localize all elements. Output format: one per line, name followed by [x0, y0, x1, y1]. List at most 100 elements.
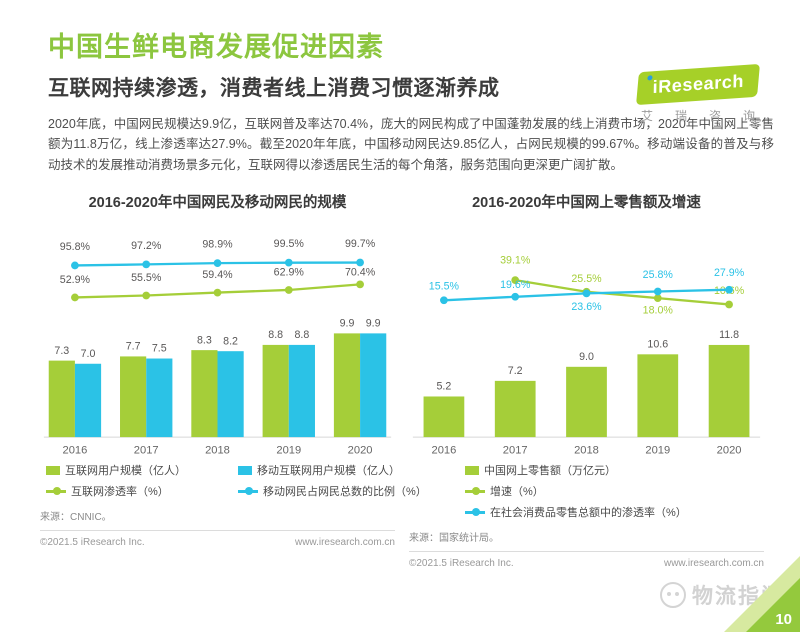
- netizens-chart-legend: 互联网用户规模（亿人） 移动互联网用户规模（亿人） 互联网渗透率（%） 移动网民占网民…: [46, 462, 427, 499]
- netizens-chart-canvas: 2016 2017 2018 2019 2020 7.3 7.7 8.3 8.8 9.9 7.0 7.…: [43, 238, 392, 456]
- column-footer: ©2021.5 iResearch Inc. www.iresearch.com…: [40, 530, 395, 548]
- bar-value-label: 10.6: [647, 338, 668, 350]
- intro-paragraph: 2020年底，中国网民规模达9.9亿，互联网普及率达70.4%，庞大的网民构成了…: [48, 117, 774, 172]
- legend-swatch-line: [238, 487, 258, 496]
- legend-swatch-square: [46, 465, 60, 475]
- line-value-label: 62.9%: [274, 266, 305, 278]
- legend-item: 增速（%）: [465, 483, 764, 499]
- bar-value-label: 7.2: [508, 365, 523, 377]
- bar: [333, 333, 361, 437]
- legend-item: 移动网民占网民总数的比例（%）: [238, 483, 427, 499]
- line-point: [142, 260, 151, 269]
- x-axis-label: 2016: [432, 444, 457, 456]
- legend-label: 互联网用户规模（亿人）: [65, 465, 186, 478]
- line-point: [284, 258, 293, 267]
- line-value-label: 59.4%: [202, 269, 233, 281]
- x-axis-label: 2019: [645, 444, 670, 456]
- bar: [494, 380, 536, 437]
- logo-brand-chinese-char: 瑞: [674, 109, 687, 123]
- legend-swatch-line: [46, 487, 66, 496]
- netizens-chart-title: 2016-2020年中国网民及移动网民的规模: [88, 194, 347, 211]
- bar-value-label: 9.9: [340, 317, 355, 329]
- line-point: [142, 291, 151, 300]
- line-value-label: 18.0%: [643, 304, 674, 316]
- legend-swatch-square: [465, 465, 479, 475]
- logo-brand-chinese-char: 艾: [641, 109, 654, 123]
- line-value-label: 97.2%: [131, 240, 162, 252]
- line-value-label: 55.5%: [131, 272, 162, 284]
- legend-label: 互联网渗透率（%）: [71, 486, 169, 499]
- line-value-label: 25.5%: [571, 273, 602, 285]
- logo-brand-text: iResearch: [652, 70, 744, 98]
- source-note: 来源：国家统计局。: [409, 533, 499, 545]
- line-point: [653, 294, 662, 302]
- bar-value-label: 8.8: [268, 329, 283, 341]
- x-axis-label: 2016: [63, 444, 88, 456]
- x-axis-label: 2017: [134, 444, 159, 456]
- bar: [146, 358, 173, 437]
- legend-swatch-line: [465, 487, 485, 496]
- bar-value-label: 8.8: [294, 329, 309, 341]
- bar-value-label: 7.5: [152, 343, 167, 355]
- line-value-label: 23.6%: [571, 301, 602, 313]
- bar: [288, 344, 315, 437]
- trend-line: [515, 278, 730, 306]
- line-value-label: 15.5%: [429, 280, 460, 292]
- x-axis-label: 2018: [205, 444, 230, 456]
- line-point: [582, 289, 591, 298]
- line-value-label: 19.6%: [500, 279, 531, 291]
- column-footer: ©2021.5 iResearch Inc. www.iresearch.com…: [409, 551, 764, 569]
- source-note: 来源：CNNIC。: [40, 512, 112, 524]
- logo-brand-chinese: 艾瑞咨询: [638, 107, 758, 124]
- page-number: 10: [775, 611, 792, 628]
- retail-chart-title: 2016-2020年中国网上零售额及增速: [472, 194, 701, 211]
- legend-swatch-dot: [472, 487, 480, 496]
- bar: [262, 344, 289, 437]
- x-axis-label: 2020: [348, 444, 373, 456]
- bar-value-label: 9.0: [579, 351, 594, 363]
- iresearch-logo-badge: iResearch: [636, 63, 760, 106]
- legend-swatch-square: [238, 465, 252, 475]
- legend-item: 互联网用户规模（亿人）: [46, 462, 234, 478]
- bar: [360, 333, 387, 437]
- x-axis-label: 2019: [276, 444, 301, 456]
- line-point: [725, 300, 733, 309]
- line-point: [440, 296, 448, 304]
- bar: [423, 396, 465, 437]
- bar-value-label: 8.2: [223, 335, 238, 347]
- line-point: [511, 292, 520, 301]
- legend-label: 移动网民占网民总数的比例（%）: [263, 486, 427, 499]
- line-point: [356, 280, 364, 289]
- legend-swatch-dot: [53, 487, 61, 496]
- retail-chart-canvas: 2016 2017 2018 2019 2020 5.2 7.2 9.0 10.6 11.8 39.…: [412, 254, 761, 456]
- retail-chart-section: 2016-2020年中国网上零售额及增速 2016 2017 2018 2019 202…: [409, 191, 764, 569]
- copyright-text: ©2021.5 iResearch Inc.: [409, 558, 514, 570]
- website-link[interactable]: www.iresearch.com.cn: [294, 537, 395, 549]
- line-point: [213, 259, 222, 267]
- bar-value-label: 7.0: [81, 348, 96, 360]
- website-link[interactable]: www.iresearch.com.cn: [663, 558, 764, 570]
- line-value-label: 99.5%: [274, 238, 305, 250]
- bar-value-label: 8.3: [197, 334, 212, 346]
- bar-value-label: 9.9: [366, 317, 381, 329]
- line-value-label: 39.1%: [500, 254, 531, 266]
- legend-swatch-dot: [245, 487, 253, 496]
- bar: [217, 350, 244, 437]
- line-point: [653, 287, 662, 296]
- legend-label: 中国网上零售额（万亿元）: [484, 465, 616, 478]
- bar: [637, 354, 679, 437]
- x-axis-label: 2017: [503, 444, 528, 456]
- line-value-label: 70.4%: [345, 266, 376, 278]
- legend-label: 移动互联网用户规模（亿人）: [257, 465, 400, 478]
- legend-item: 移动互联网用户规模（亿人）: [238, 462, 427, 478]
- bar-value-label: 5.2: [437, 380, 452, 392]
- line-point: [71, 293, 79, 302]
- logo-brand-chinese-char: 咨: [708, 109, 721, 123]
- netizens-chart-section: 2016-2020年中国网民及移动网民的规模 2016 2017 2018 2019 2…: [40, 191, 427, 569]
- bar: [191, 349, 218, 437]
- iresearch-logo: iResearch 艾 瑞 咨 询: [636, 63, 760, 124]
- charts-row: 2016-2020年中国网民及移动网民的规模 2016 2017 2018 2019 2…: [40, 191, 764, 569]
- bar-value-label: 7.7: [126, 340, 141, 352]
- legend-label: 在社会消费品零售总额中的渗透率（%）: [490, 507, 687, 520]
- bar: [708, 344, 750, 437]
